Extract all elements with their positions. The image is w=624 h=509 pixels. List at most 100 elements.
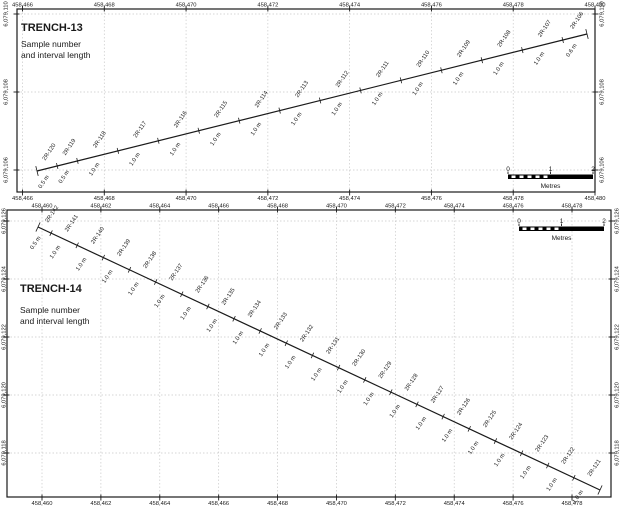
interval-length-label: 0.5 m [58,169,71,185]
interval-length-label: 1.0 m [169,142,182,158]
scale-bar-number: 1 [560,218,564,225]
easting-label-top: 458,480 [585,3,606,9]
easting-label-top: 458,476 [421,3,442,9]
northing-label-left: 6,079,122 [2,324,8,350]
sample-number-label: 2R-129 [378,361,394,380]
sample-number-label: 2R-118 [92,130,107,149]
sample-number-label: 2R-111 [376,60,391,78]
interval-length-label: 0.6 m [565,43,578,59]
interval-boundary-tick [336,364,341,371]
easting-label-bottom: 458,468 [267,501,288,507]
easting-label-bottom: 458,468 [94,196,115,202]
interval-length-label: 1.0 m [128,281,141,297]
interval-boundary-tick [180,291,184,298]
interval-length-label: 1.0 m [452,71,465,87]
easting-label-bottom: 458,474 [339,196,361,202]
sample-number-label: 2R-119 [62,138,77,157]
easting-label-top: 458,478 [503,3,524,9]
panel-subtitle-line2: and interval length [21,50,91,60]
northing-label-left: 6,079,106 [4,157,10,183]
interval-boundary-tick [310,352,315,359]
easting-label-top: 458,472 [257,3,278,9]
interval-boundary-tick [572,474,576,481]
interval-boundary-tick [546,462,550,469]
easting-label-bottom: 458,474 [444,501,466,507]
sample-number-label: 2R-112 [335,70,350,89]
interval-length-label: 1.0 m [493,61,506,77]
map-border [16,8,596,193]
interval-length-label: 1.0 m [210,132,223,148]
interval-boundary-tick [399,77,403,84]
interval-length-label: 1.0 m [290,111,303,127]
northing-label-right: 6,079,110 [600,1,606,26]
interval-boundary-tick [232,315,236,322]
sample-number-label: 2R-126 [456,397,472,416]
interval-length-label: 1.0 m [206,318,219,334]
interval-length-label: 1.0 m [520,465,533,481]
sample-number-label: 2R-130 [352,349,368,368]
easting-label-bottom: 458,462 [90,501,111,507]
interval-boundary-tick [153,279,158,285]
scale-bar-body [519,226,604,231]
easting-label-top: 458,468 [94,3,115,9]
easting-label-bottom: 458,460 [32,501,53,507]
panel-subtitle-line1: Sample number [21,39,81,49]
interval-length-label: 1.0 m [412,81,425,97]
interval-boundary-tick [480,57,483,64]
scale-bar-caption: Metres [552,235,573,242]
panel-subtitle-line2: and interval length [20,316,90,326]
sample-number-label: 2R-107 [537,19,553,38]
trench-path [37,226,601,491]
sample-number-label: 2R-135 [221,287,237,306]
interval-boundary-tick [597,485,603,495]
scale-bar-dash [522,227,527,230]
northing-label-right: 6,079,120 [615,382,621,408]
interval-length-label: 1.0 m [546,477,559,493]
sample-number-label: 2R-141 [64,214,80,233]
scale-bar-caption: Metres [541,183,562,190]
northing-label-right: 6,079,106 [600,157,606,183]
interval-length-label: 1.0 m [180,306,193,322]
easting-label-top: 458,466 [12,3,33,9]
scale-bar-dash [554,227,559,230]
interval-boundary-tick [258,328,262,334]
interval-boundary-tick [585,29,589,39]
interval-boundary-tick [389,389,393,396]
trench-path [36,33,588,172]
easting-label-top: 458,466 [208,204,229,210]
easting-label-top: 458,468 [267,204,288,210]
scale-bar-number: 2 [591,166,595,173]
interval-boundary-tick [197,127,200,134]
interval-boundary-tick [318,97,322,104]
interval-boundary-tick [519,450,524,457]
sample-number-label: 2R-127 [430,385,446,404]
northing-label-left: 6,079,124 [2,265,8,292]
easting-label-top: 458,470 [176,3,197,9]
interval-boundary-tick [278,107,281,114]
sample-number-label: 2R-138 [143,251,159,270]
interval-length-label: 1.0 m [232,330,245,346]
panel-title: TRENCH-14 [20,283,83,295]
interval-boundary-tick [363,377,367,383]
interval-length-label: 1.0 m [88,162,101,178]
interval-boundary-tick [76,157,79,164]
easting-label-top: 458,478 [562,204,583,210]
sample-number-label: 2R-108 [497,29,513,48]
sample-number-label: 2R-123 [535,434,551,453]
northing-label-left: 6,079,108 [4,79,10,105]
interval-boundary-tick [157,137,160,144]
interval-length-label: 0.5 m [30,235,43,251]
interval-length-label: 1.0 m [250,121,263,137]
interval-boundary-tick [561,37,564,44]
sample-number-label: 2R-140 [90,226,106,245]
sample-number-label: 2R-131 [326,336,342,355]
interval-boundary-tick [521,47,524,54]
sample-number-label: 2R-106 [570,11,586,30]
northing-label-left: 6,079,120 [2,382,8,408]
northing-label-right: 6,079,122 [615,324,621,350]
interval-length-label: 1.0 m [49,245,62,261]
interval-boundary-tick [35,166,39,176]
interval-length-label: 1.0 m [533,51,546,67]
